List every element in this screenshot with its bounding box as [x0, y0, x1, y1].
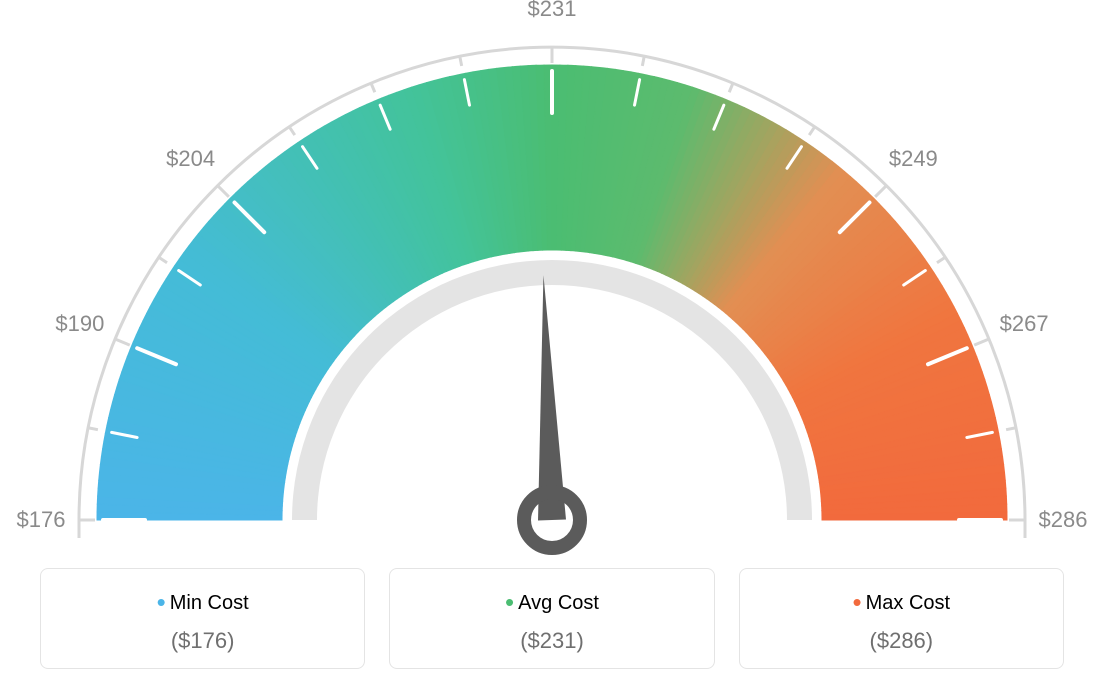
- dot-icon: •: [853, 587, 862, 617]
- legend-label-avg: •Avg Cost: [400, 587, 703, 618]
- legend-label-max: •Max Cost: [750, 587, 1053, 618]
- dot-icon: •: [157, 587, 166, 617]
- gauge-svg: [0, 0, 1104, 560]
- legend-row: •Min Cost ($176) •Avg Cost ($231) •Max C…: [0, 568, 1104, 669]
- legend-card-avg: •Avg Cost ($231): [389, 568, 714, 669]
- legend-label-min: •Min Cost: [51, 587, 354, 618]
- gauge-tick-label: $190: [55, 311, 104, 337]
- gauge-tick-label: $176: [17, 507, 66, 533]
- gauge-tick-label: $204: [166, 146, 215, 172]
- legend-label-text: Min Cost: [170, 592, 249, 614]
- dot-icon: •: [505, 587, 514, 617]
- legend-label-text: Avg Cost: [518, 592, 599, 614]
- legend-value-max: ($286): [750, 628, 1053, 654]
- legend-value-avg: ($231): [400, 628, 703, 654]
- legend-card-max: •Max Cost ($286): [739, 568, 1064, 669]
- gauge-tick-label: $267: [1000, 311, 1049, 337]
- legend-card-min: •Min Cost ($176): [40, 568, 365, 669]
- gauge-tick-label: $231: [528, 0, 577, 22]
- gauge-tick-label: $249: [889, 146, 938, 172]
- legend-value-min: ($176): [51, 628, 354, 654]
- cost-gauge-chart: $176 $190 $204 $231 $249 $267 $286: [0, 0, 1104, 560]
- legend-label-text: Max Cost: [866, 592, 950, 614]
- gauge-tick-label: $286: [1039, 507, 1088, 533]
